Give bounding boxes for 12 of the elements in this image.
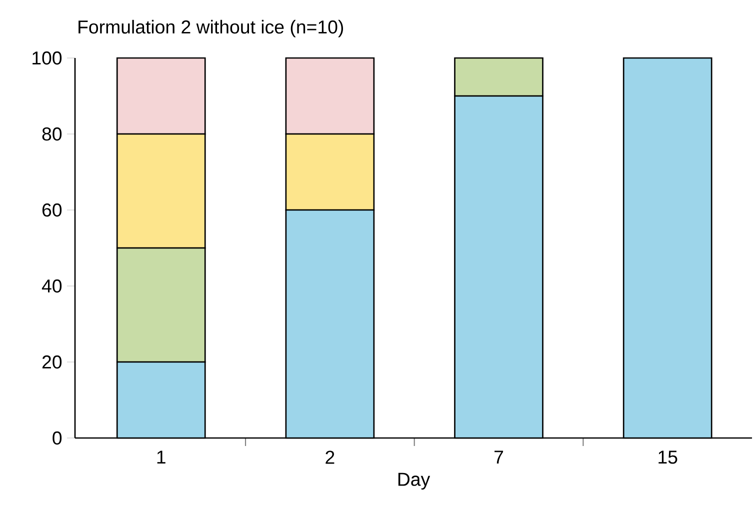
- y-tick-label: 60: [42, 203, 62, 217]
- y-tick-label: 20: [42, 355, 62, 369]
- chart-title: Formulation 2 without ice (n=10): [78, 20, 344, 38]
- y-tick-label: 0: [52, 431, 62, 445]
- x-axis-title: Day: [398, 472, 430, 490]
- x-tick-label: 2: [326, 450, 334, 464]
- x-tick-label: 15: [658, 450, 678, 464]
- y-tick-label: 40: [42, 279, 62, 293]
- y-tick-label: 80: [42, 127, 62, 141]
- x-tick-label: 7: [494, 450, 504, 464]
- x-tick-label: 1: [157, 450, 166, 464]
- y-tick-label: 100: [32, 51, 62, 65]
